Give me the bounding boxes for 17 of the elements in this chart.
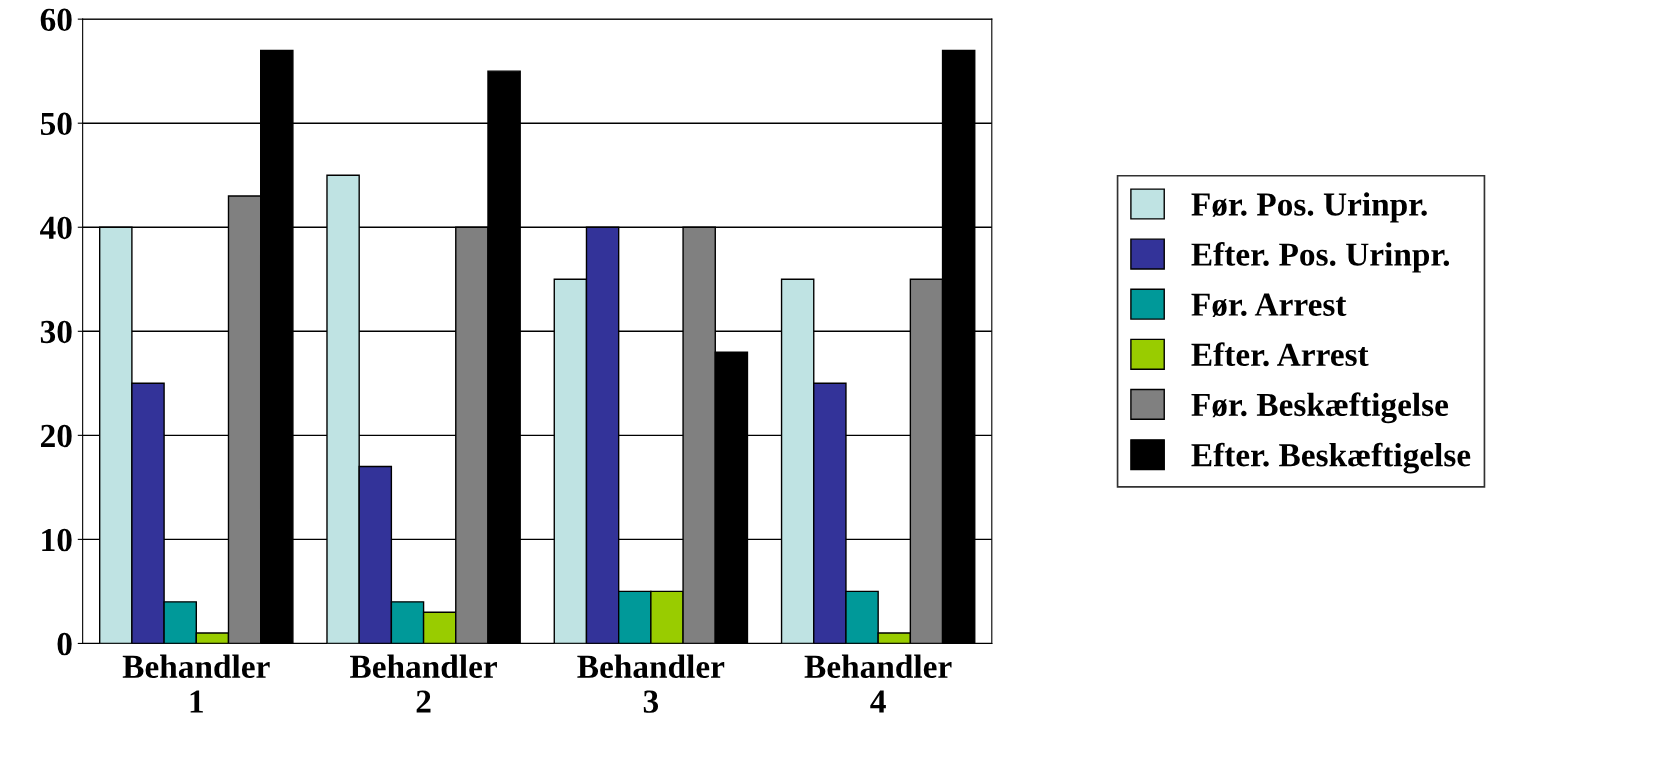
x-tick-label: Behandler 3 xyxy=(577,654,725,713)
x-tick-label: Behandler 1 xyxy=(122,654,270,713)
legend-label: Før. Pos. Urinpr. xyxy=(1191,192,1427,223)
y-tick-label: 0 xyxy=(57,632,72,656)
y-tick-label: 30 xyxy=(40,320,72,344)
y-tick-label: 40 xyxy=(40,216,72,240)
y-tick-label: 10 xyxy=(42,528,72,552)
legend-label: Efter. Beskæftigelse xyxy=(1191,442,1471,474)
y-tick-label: 20 xyxy=(41,424,72,448)
legend-label: Før. Beskæftigelse xyxy=(1191,392,1449,424)
legend-label: Efter. Arrest xyxy=(1191,342,1369,367)
y-tick-label: 50 xyxy=(40,112,72,136)
legend-label: Før. Arrest xyxy=(1191,293,1347,317)
legend-label: Efter. Pos. Urinpr. xyxy=(1191,242,1450,273)
x-tick-label: Behandler 2 xyxy=(350,654,497,713)
x-tick-label: Behandler 4 xyxy=(804,654,952,713)
y-tick-label: 60 xyxy=(40,8,72,32)
